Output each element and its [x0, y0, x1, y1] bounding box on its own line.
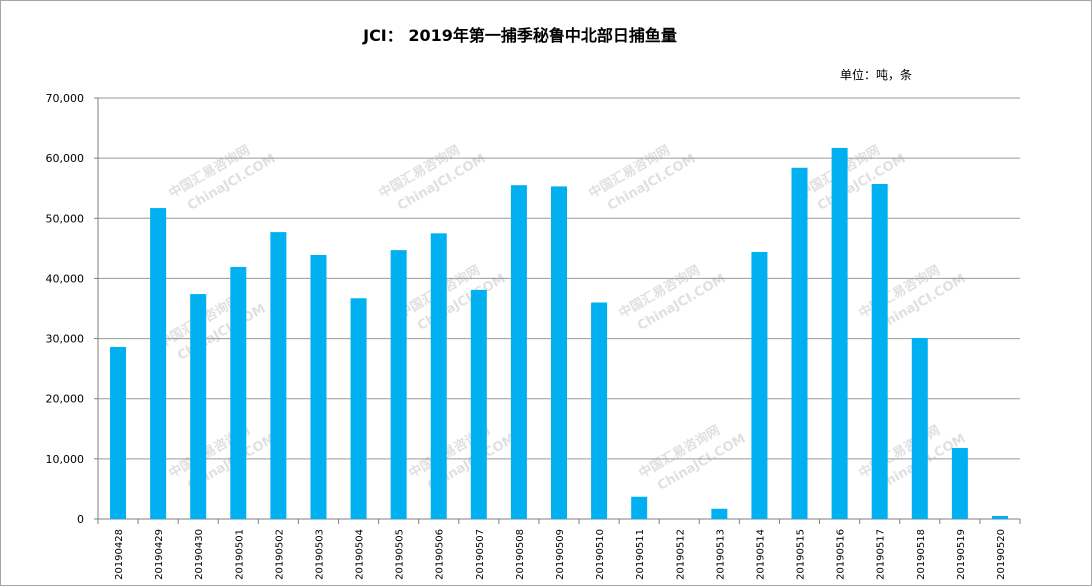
x-tick-label: 20190504: [355, 529, 366, 580]
x-tick-label: 20190508: [515, 529, 526, 580]
x-tick-label: 20190514: [755, 529, 766, 580]
bar: [470, 289, 487, 519]
bar: [110, 346, 127, 519]
x-tick-label: 20190429: [154, 529, 165, 580]
bar: [551, 186, 567, 519]
bar: [711, 508, 728, 519]
bar: [911, 337, 928, 519]
x-tick-label: 20190506: [435, 529, 446, 580]
x-tick-label: 20190515: [796, 529, 807, 580]
y-tick-label: 30,000: [46, 333, 85, 346]
y-tick-label: 20,000: [46, 393, 85, 406]
bar: [791, 167, 808, 519]
y-tick-label: 10,000: [46, 453, 85, 466]
y-tick-label: 70,000: [46, 92, 85, 105]
bar: [751, 251, 768, 520]
x-tick-label: 20190510: [595, 529, 606, 580]
y-tick-label: 60,000: [46, 152, 85, 165]
x-tick-label: 20190509: [555, 529, 566, 580]
x-tick-label: 20190518: [916, 529, 927, 580]
bar: [951, 448, 968, 519]
bar: [350, 298, 367, 519]
unit-label: 单位：吨，条: [840, 68, 913, 82]
chart-title: JCI： 2019年第一捕季秘鲁中北部日捕鱼量: [363, 26, 677, 45]
x-tick-label: 20190511: [635, 529, 646, 580]
x-tick-label: 20190513: [715, 529, 726, 580]
bar: [270, 232, 287, 519]
x-tick-label: 20190512: [675, 529, 686, 580]
bar: [310, 254, 327, 520]
bar: [831, 147, 848, 519]
bar: [190, 294, 207, 519]
x-tick-label: 20190503: [314, 529, 325, 580]
x-tick-label: 20190428: [114, 529, 125, 580]
x-tick-label: 20190502: [274, 529, 285, 580]
x-tick-label: 20190516: [836, 529, 847, 580]
x-tick-label: 20190505: [395, 529, 406, 580]
x-tick-label: 20190519: [956, 529, 967, 580]
x-tick-label: 20190430: [194, 529, 205, 580]
bar: [991, 515, 1008, 519]
bar: [871, 184, 888, 520]
bar: [510, 185, 527, 519]
x-tick-label: 20190517: [876, 529, 887, 580]
bar: [150, 208, 167, 519]
x-tick-label: 20190520: [996, 529, 1007, 580]
x-tick-label: 20190501: [234, 529, 245, 580]
y-tick-label: 0: [77, 513, 84, 526]
bar: [430, 233, 447, 520]
x-tick-label: 20190507: [475, 529, 486, 580]
bar: [591, 302, 608, 519]
y-tick-label: 50,000: [46, 212, 85, 225]
bar: [230, 267, 247, 519]
y-tick-label: 40,000: [46, 272, 85, 285]
bar: [390, 250, 407, 519]
bar: [631, 496, 648, 519]
